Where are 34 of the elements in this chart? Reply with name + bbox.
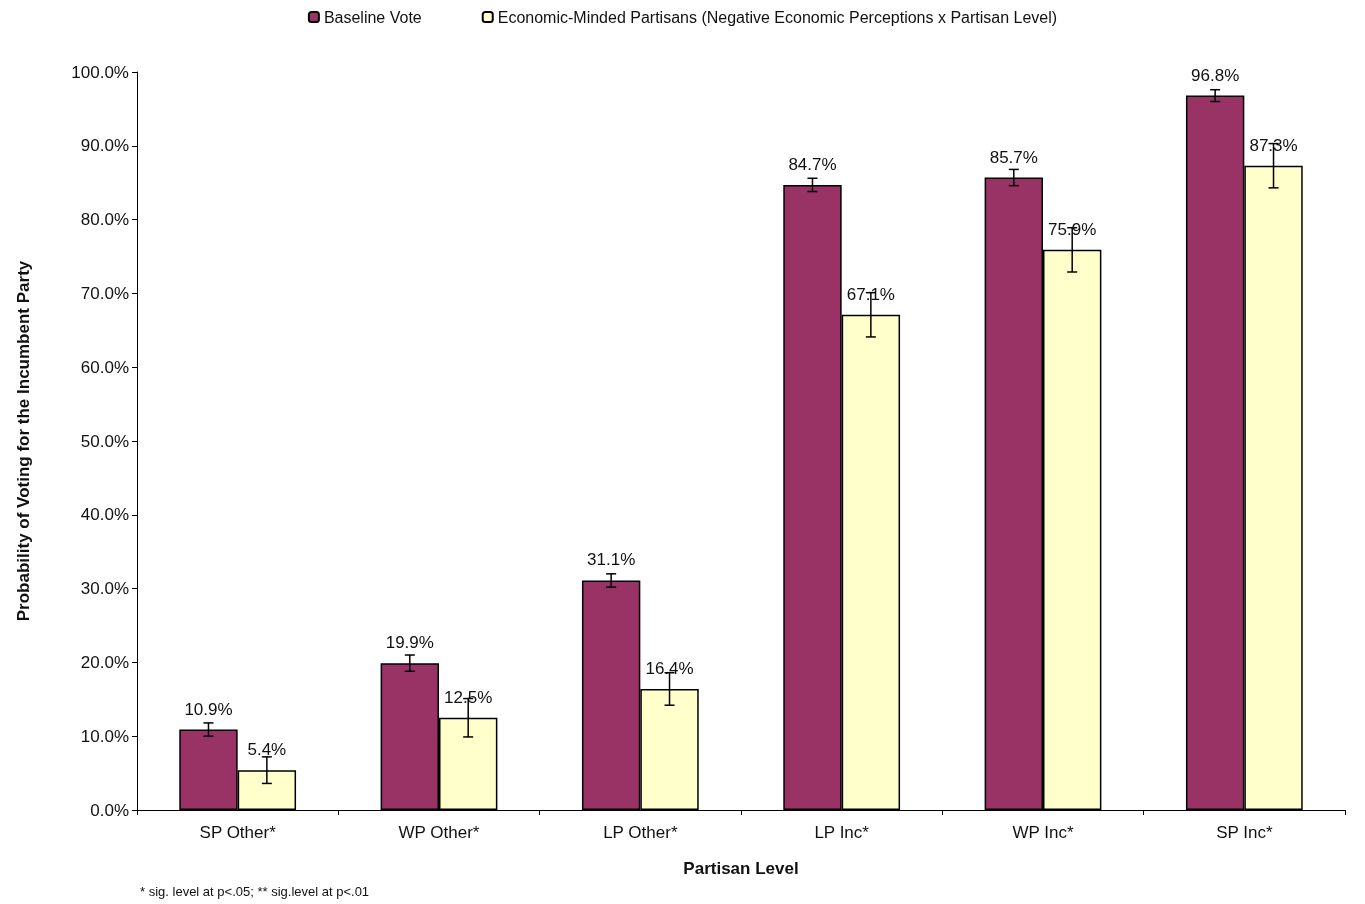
data-label: 96.8% [1191, 65, 1240, 85]
data-label: 31.1% [587, 550, 636, 570]
data-label: 19.9% [385, 633, 434, 653]
y-tick-label: 40.0% [80, 505, 129, 525]
data-label: 5.4% [247, 740, 287, 760]
data-label: 12.5% [444, 687, 493, 707]
data-label: 87.3% [1249, 135, 1298, 155]
y-tick-label: 60.0% [80, 357, 129, 377]
y-tick-label: 70.0% [80, 283, 129, 303]
legend-label: Economic-Minded Partisans (Negative Economic Perceptions x Partisan Level) [497, 8, 1058, 26]
y-tick-label: 80.0% [80, 210, 129, 230]
x-tick-label: LP Inc* [814, 823, 870, 842]
x-tick-label: LP Other* [603, 823, 678, 842]
y-tick-label: 0.0% [90, 800, 129, 820]
y-axis-title: Probability of Voting for the Incumbent Party [14, 260, 33, 622]
x-axis-title: Partisan Level [683, 859, 799, 878]
legend-label: Baseline Vote [323, 8, 422, 26]
x-tick-label: SP Inc* [1216, 823, 1273, 842]
data-label: 84.7% [788, 154, 837, 174]
y-tick-label: 90.0% [80, 136, 129, 156]
y-tick-label: 10.0% [80, 726, 129, 746]
text: * sig. level at p<.05; ** sig.level at p<.01 [140, 884, 370, 899]
y-tick-label: 50.0% [80, 431, 129, 451]
x-tick-label: SP Other* [199, 823, 277, 842]
y-tick-label: 30.0% [80, 579, 129, 599]
y-tick-label: 20.0% [80, 652, 129, 672]
x-tick-label: WP Inc* [1012, 823, 1074, 842]
data-label: 85.7% [989, 147, 1038, 167]
y-tick-label: 100.0% [71, 62, 129, 82]
x-tick-label: WP Other* [398, 823, 480, 842]
data-label: 67.1% [846, 284, 895, 304]
data-label: 75.9% [1048, 219, 1097, 239]
data-label: 10.9% [184, 699, 233, 719]
data-label: 16.4% [645, 658, 694, 678]
